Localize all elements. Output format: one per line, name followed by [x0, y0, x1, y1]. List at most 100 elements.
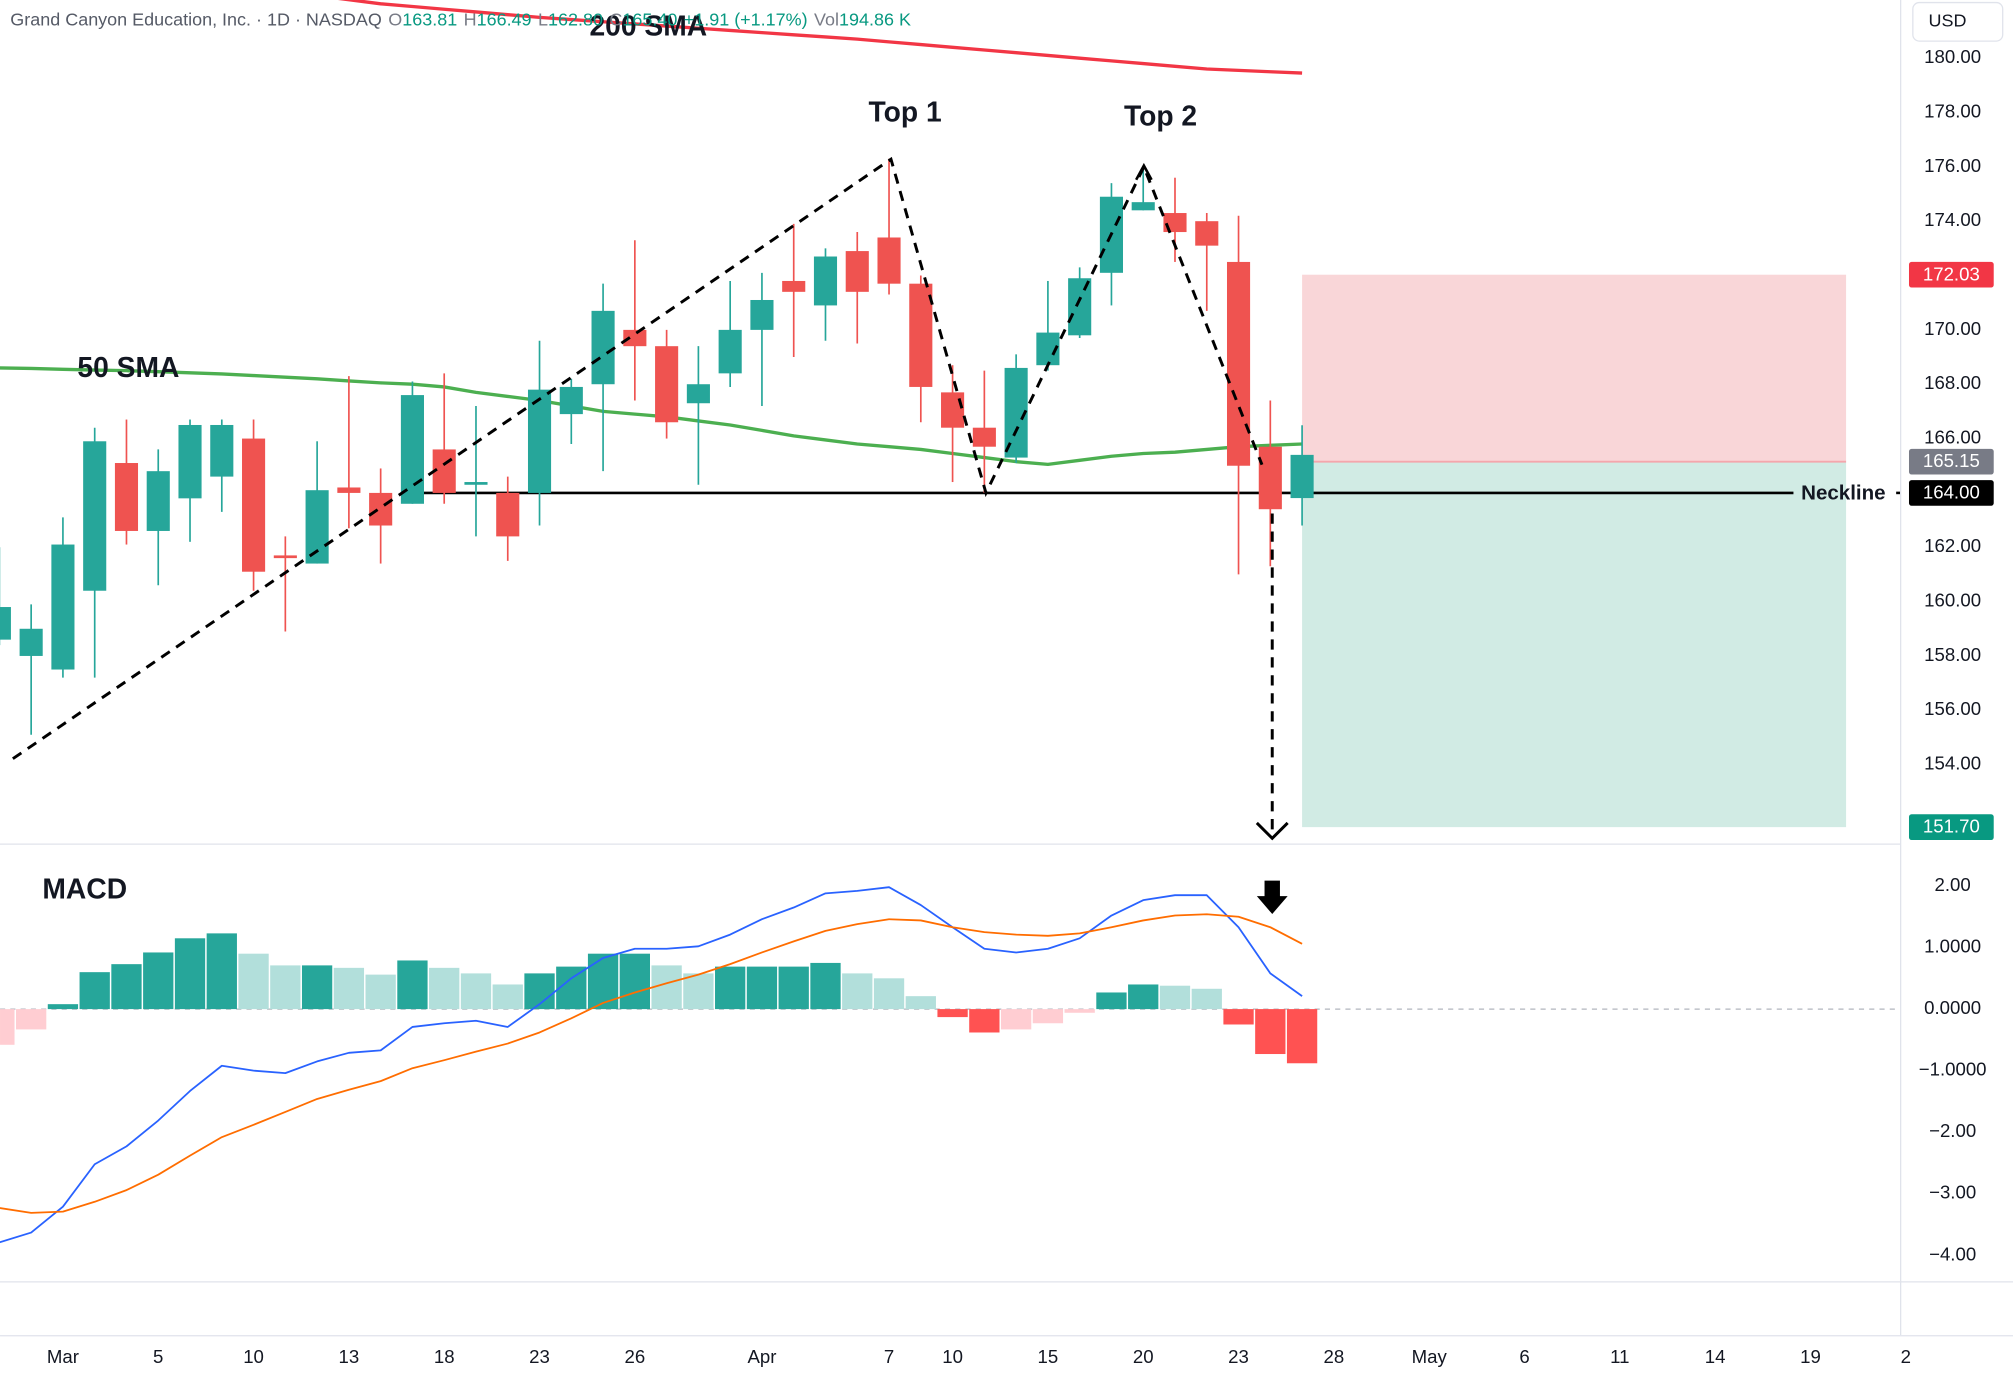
histogram-bar [842, 973, 873, 1010]
histogram-bar [174, 938, 206, 1010]
candle-body [496, 492, 520, 537]
volume-value: 194.86 K [839, 9, 911, 29]
candle-body [527, 389, 552, 493]
candle-body [273, 555, 297, 559]
y-tick-label: 166.00 [1924, 426, 1981, 447]
candle-body [655, 346, 679, 423]
price-pane [0, 0, 1901, 828]
histogram-bar [492, 984, 523, 1010]
candle-body [1226, 261, 1251, 466]
annotation: Top 1 [868, 96, 941, 128]
x-tick-label: May [1412, 1346, 1448, 1367]
ohlc-key: O [388, 9, 402, 29]
candle-body [750, 299, 774, 330]
histogram-bar [1096, 992, 1127, 1010]
y-tick-label: 158.00 [1924, 644, 1981, 665]
pattern-arrowhead [1135, 162, 1153, 181]
header: Grand Canyon Education, Inc. · 1D · NASD… [10, 9, 911, 29]
axes: 154.00 156.00 158.00 160.00 162.00 166.00 168.… [47, 46, 1994, 1367]
candle-body [591, 310, 615, 385]
histogram-bar [556, 966, 587, 1010]
macd-pane [0, 886, 1901, 1244]
x-tick-label: 19 [1800, 1346, 1821, 1367]
y-tick-label: −3.00 [1929, 1182, 1976, 1203]
x-tick-label: Apr [747, 1346, 776, 1367]
x-tick-label: 11 [1610, 1346, 1629, 1367]
symbol: Grand Canyon Education, Inc. · 1D · NASD… [10, 9, 382, 29]
y-tick-label: 2.00 [1935, 874, 1971, 895]
histogram-bar [651, 965, 682, 1010]
ohlc-key: C [609, 9, 622, 29]
histogram-bar [587, 953, 619, 1010]
candle-body [1163, 213, 1187, 233]
histogram-bar [778, 966, 809, 1010]
candle-body [972, 427, 996, 447]
currency[interactable]: USD [1929, 11, 1967, 31]
annotation: Top 2 [1124, 100, 1197, 132]
y-tick-label: 1.0000 [1924, 935, 1981, 956]
x-tick-label: 23 [529, 1346, 550, 1367]
candle-body [1195, 221, 1219, 246]
histogram-bar [397, 960, 428, 1010]
candle-body [51, 544, 75, 670]
loss-zone [1302, 274, 1847, 462]
histogram-bar [206, 933, 237, 1010]
candle-body [782, 280, 806, 292]
histogram-bar [460, 973, 492, 1010]
histogram-bar [1000, 1009, 1032, 1030]
volume-key: Vol [814, 9, 839, 29]
sma-label: 50 SMA [77, 351, 179, 383]
stop-box [1908, 261, 1994, 288]
ohlc-value: 162.80 [548, 9, 603, 29]
histogram-bar [1191, 988, 1222, 1010]
candle-body [464, 482, 488, 485]
histogram-bar [969, 1009, 1000, 1033]
y-tick-label: 170.00 [1924, 318, 1981, 339]
histogram-bar [873, 978, 905, 1010]
currency-button[interactable] [1912, 1, 2004, 42]
histogram-bar [16, 1009, 47, 1030]
candle-body [1004, 367, 1028, 458]
histogram-bar [810, 962, 841, 1010]
histogram-bar [0, 1009, 15, 1045]
ohlc-key: H [464, 9, 477, 29]
y-tick-label: 162.00 [1924, 535, 1981, 556]
candle-body [0, 607, 11, 640]
candle-body [1258, 446, 1282, 510]
histogram-bar [365, 974, 396, 1010]
candle-body [178, 424, 202, 499]
candle-body [813, 256, 838, 306]
y-tick-label: 154.00 [1924, 753, 1981, 774]
candle-body [242, 438, 266, 572]
candle-body [1131, 202, 1155, 211]
histogram-bar [715, 966, 746, 1010]
candle-body [83, 441, 107, 591]
y-tick-label: −2.00 [1929, 1120, 1976, 1141]
histogram-bar [1064, 1009, 1095, 1013]
sma-line [0, 366, 1303, 467]
histogram-bar [1128, 984, 1159, 1010]
x-tick-label: 20 [1133, 1346, 1154, 1367]
pattern-zigzag [12, 156, 1264, 760]
candle-body [369, 492, 393, 526]
ohlc-key: L [538, 9, 548, 29]
candle-body [146, 471, 170, 531]
x-tick-label: 2 [1901, 1346, 1911, 1367]
histogram-bar [429, 967, 460, 1010]
candle-body [19, 628, 43, 656]
x-tick-label: 18 [434, 1346, 455, 1367]
y-tick-label: −1.0000 [1919, 1059, 1987, 1080]
stop-label: 172.03 [1923, 263, 1980, 284]
histogram-bar [1255, 1009, 1286, 1055]
y-tick-label: 180.00 [1924, 46, 1981, 67]
histogram-bar [47, 1004, 79, 1010]
y-tick-label: 174.00 [1924, 209, 1981, 230]
histogram-bar [1159, 985, 1191, 1010]
neckline-label: Neckline [1801, 482, 1885, 505]
candle-body [337, 487, 361, 493]
x-tick-label: 28 [1324, 1346, 1345, 1367]
histogram-bar [238, 953, 269, 1010]
candle-body [718, 329, 742, 374]
